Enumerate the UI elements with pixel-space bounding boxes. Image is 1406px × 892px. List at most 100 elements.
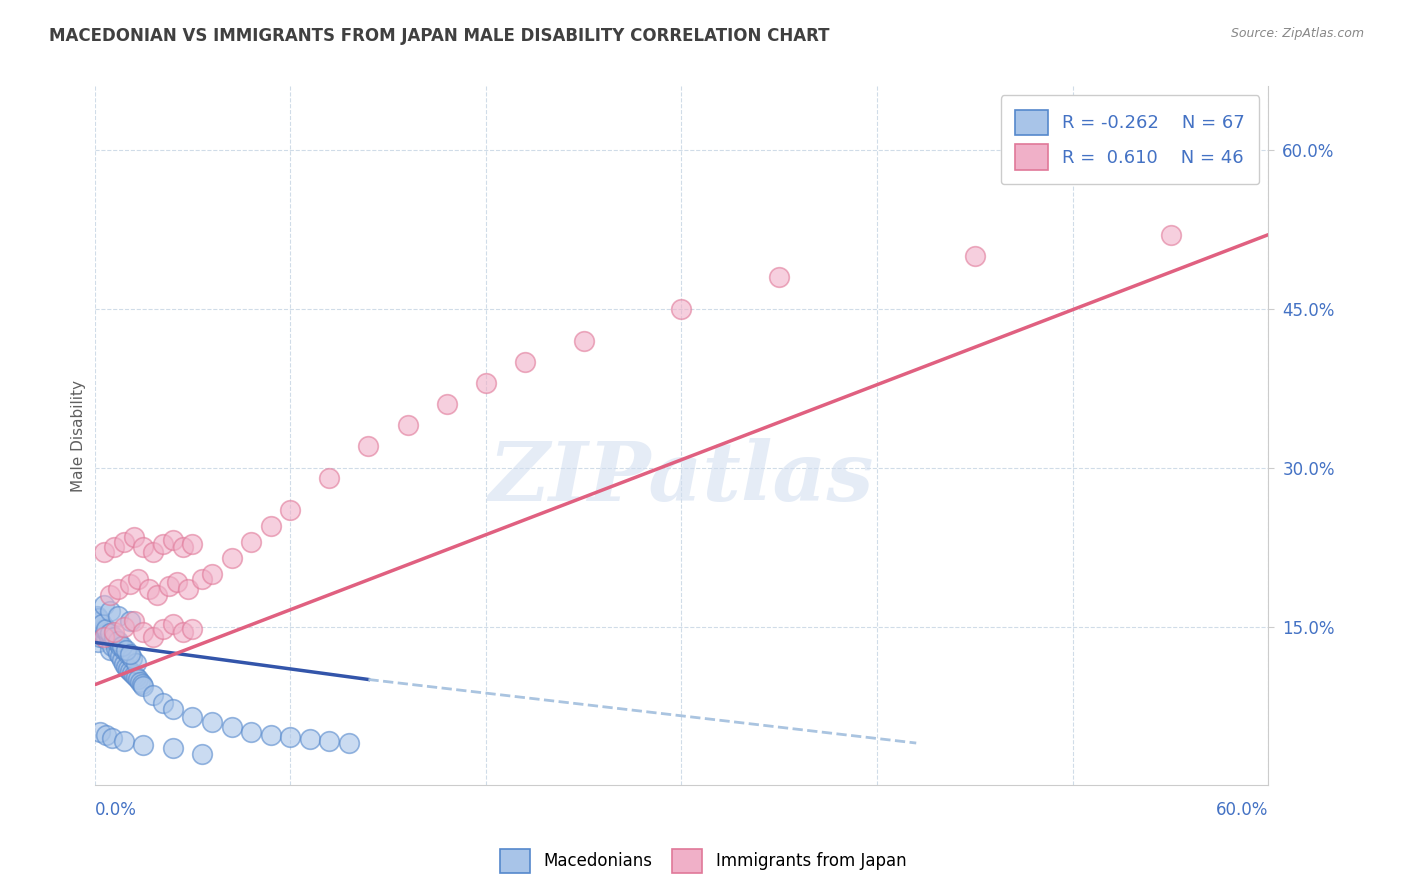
Point <box>162 533 184 547</box>
Point <box>118 664 141 678</box>
Text: MACEDONIAN VS IMMIGRANTS FROM JAPAN MALE DISABILITY CORRELATION CHART: MACEDONIAN VS IMMIGRANTS FROM JAPAN MALE… <box>49 27 830 45</box>
Point <box>162 741 184 756</box>
Point <box>101 731 124 745</box>
Point <box>201 714 224 729</box>
Point <box>98 626 121 640</box>
Legend: R = -0.262    N = 67, R =  0.610    N = 46: R = -0.262 N = 67, R = 0.610 N = 46 <box>1001 95 1260 185</box>
Point <box>91 617 114 632</box>
Point <box>152 622 174 636</box>
Point <box>89 725 111 739</box>
Point <box>103 624 125 639</box>
Point <box>98 643 121 657</box>
Point <box>127 673 149 687</box>
Point <box>87 611 110 625</box>
Point <box>101 630 124 644</box>
Point <box>112 534 135 549</box>
Point <box>96 622 118 636</box>
Point <box>221 550 243 565</box>
Point <box>240 725 263 739</box>
Point <box>121 651 143 665</box>
Point <box>396 418 419 433</box>
Point <box>96 728 118 742</box>
Point <box>89 614 111 628</box>
Point <box>93 545 115 559</box>
Text: Source: ZipAtlas.com: Source: ZipAtlas.com <box>1230 27 1364 40</box>
Point <box>111 639 134 653</box>
Point <box>142 689 165 703</box>
Point <box>97 626 120 640</box>
Point <box>221 720 243 734</box>
Point <box>132 540 155 554</box>
Point <box>124 670 146 684</box>
Point <box>103 634 125 648</box>
Point <box>963 249 986 263</box>
Point <box>101 639 124 653</box>
Point <box>128 674 150 689</box>
Point <box>132 738 155 752</box>
Point <box>181 537 204 551</box>
Point <box>152 537 174 551</box>
Point <box>103 630 125 644</box>
Point <box>177 582 200 597</box>
Point <box>86 609 108 624</box>
Point <box>152 696 174 710</box>
Point <box>337 736 360 750</box>
Point <box>115 660 138 674</box>
Point <box>93 599 115 613</box>
Point <box>172 540 194 554</box>
Point <box>436 397 458 411</box>
Point <box>162 702 184 716</box>
Point <box>318 471 340 485</box>
Point <box>112 734 135 748</box>
Point <box>105 634 128 648</box>
Point <box>166 575 188 590</box>
Point <box>98 604 121 618</box>
Point <box>298 731 321 746</box>
Text: 60.0%: 60.0% <box>1216 801 1268 819</box>
Point <box>278 503 301 517</box>
Point <box>122 614 145 628</box>
Point <box>132 624 155 639</box>
Point <box>572 334 595 348</box>
Point <box>118 614 141 628</box>
Point <box>108 649 131 664</box>
Point <box>157 579 180 593</box>
Point <box>240 534 263 549</box>
Point <box>138 582 160 597</box>
Point <box>118 577 141 591</box>
Point <box>259 519 281 533</box>
Point <box>132 679 155 693</box>
Point <box>93 622 115 636</box>
Legend: Macedonians, Immigrants from Japan: Macedonians, Immigrants from Japan <box>494 842 912 880</box>
Point <box>671 301 693 316</box>
Point <box>91 624 114 639</box>
Point <box>162 617 184 632</box>
Point <box>107 582 129 597</box>
Point <box>259 728 281 742</box>
Point <box>103 540 125 554</box>
Point <box>107 646 129 660</box>
Point <box>93 630 115 644</box>
Point <box>96 632 118 647</box>
Y-axis label: Male Disability: Male Disability <box>72 380 86 491</box>
Point <box>146 588 169 602</box>
Point <box>122 668 145 682</box>
Text: ZIPatlas: ZIPatlas <box>489 438 875 518</box>
Point <box>89 630 111 644</box>
Point <box>201 566 224 581</box>
Point <box>112 657 135 671</box>
Point <box>117 647 139 661</box>
Point <box>93 619 115 633</box>
Point <box>191 747 214 761</box>
Point <box>117 662 139 676</box>
Point <box>131 677 153 691</box>
Point <box>142 545 165 559</box>
Point <box>513 355 536 369</box>
Point <box>105 640 128 655</box>
Point <box>475 376 498 390</box>
Point <box>181 709 204 723</box>
Point <box>181 622 204 636</box>
Point <box>357 440 380 454</box>
Point <box>107 634 129 648</box>
Point <box>107 609 129 624</box>
